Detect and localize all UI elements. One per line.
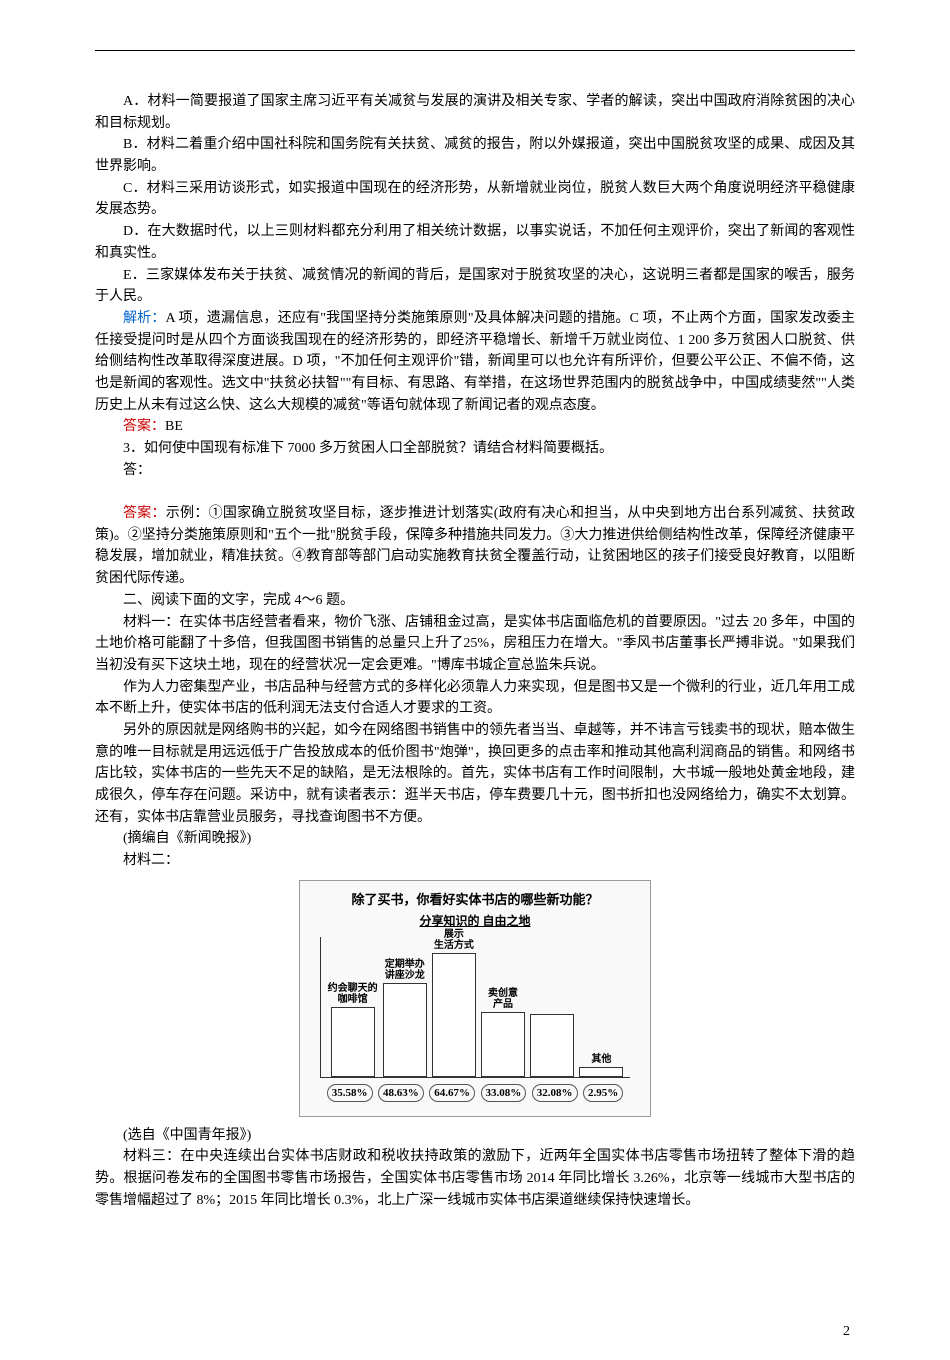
spacer-1 xyxy=(95,481,855,503)
bar-2 xyxy=(432,953,476,1077)
bar-percent-2: 64.67% xyxy=(429,1084,475,1102)
bar-percent-5: 2.95% xyxy=(583,1084,623,1102)
bars-row: 约会聊天的 咖啡馆定期举办 讲座沙龙展示 生活方式卖创意 产品其他 xyxy=(320,937,630,1078)
bar-label-3: 卖创意 产品 xyxy=(488,988,518,1010)
percent-row: 35.58% 48.63% 64.67% 33.08% 32.08% 2.95% xyxy=(320,1078,630,1108)
bar-percent-1: 48.63% xyxy=(378,1084,424,1102)
page-container: A．材料一简要报道了国家主席习近平有关减贫与发展的演讲及相关专家、学者的解读，突… xyxy=(0,0,950,1360)
option-b: B．材料二着重介绍中国社科院和国务院有关扶贫、减贫的报告，附以外媒报道，突出中国… xyxy=(95,134,855,177)
bar-wrap-5: 其他 xyxy=(579,1054,623,1077)
bar-percent-0: 35.58% xyxy=(327,1084,373,1102)
material-3-text: 在中央连续出台实体书店财政和税收扶持政策的激励下，近两年全国实体书店零售市场扭转… xyxy=(95,1149,855,1207)
chart-container: 除了买书，你看好实体书店的哪些新功能？ 分享知识的 自由之地 约会聊天的 咖啡馆… xyxy=(95,880,855,1117)
material-1-p2: 作为人力密集型产业，书店品种与经营方式的多样化必须靠人力来实现，但是图书又是一个… xyxy=(95,677,855,720)
option-d: D．在大数据时代，以上三则材料都充分利用了相关统计数据，以事实说话，不加任何主观… xyxy=(95,221,855,264)
answer-line: 答案：BE xyxy=(95,416,855,438)
page-number: 2 xyxy=(843,1324,850,1340)
bookstore-features-chart: 除了买书，你看好实体书店的哪些新功能？ 分享知识的 自由之地 约会聊天的 咖啡馆… xyxy=(299,880,651,1117)
bar-wrap-3: 卖创意 产品 xyxy=(481,988,525,1077)
bar-1 xyxy=(383,983,427,1077)
bar-wrap-0: 约会聊天的 咖啡馆 xyxy=(328,983,378,1077)
bar-3 xyxy=(481,1012,525,1077)
bar-5 xyxy=(579,1067,623,1077)
analysis-label: 解析： xyxy=(123,311,166,326)
bar-0 xyxy=(331,1007,375,1077)
answer-label: 答案： xyxy=(123,419,165,434)
bar-percent-4: 32.08% xyxy=(532,1084,578,1102)
material-1-p1: 材料一：在实体书店经营者看来，物价飞涨、店铺租金过高，是实体书店面临危机的首要原… xyxy=(95,612,855,677)
option-c: C．材料三采用访谈形式，如实报道中国现在的经济形势，从新增就业岗位，脱贫人数巨大… xyxy=(95,178,855,221)
material-3-paragraph: 材料三：在中央连续出台实体书店财政和税收扶持政策的激励下，近两年全国实体书店零售… xyxy=(95,1146,855,1211)
section-2-title: 二、阅读下面的文字，完成 4～6 题。 xyxy=(95,590,855,612)
analysis-text: A 项，遗漏信息，还应有"我国坚持分类施策原则"及具体解决问题的措施。C 项，不… xyxy=(95,311,855,413)
q3-answer-text: 示例：①国家确立脱贫攻坚目标，逐步推进计划落实(政府有决心和担当，从中央到地方出… xyxy=(95,506,855,586)
bar-label-5: 其他 xyxy=(591,1054,611,1065)
chart-subtitle: 分享知识的 自由之地 xyxy=(300,912,650,929)
bar-label-0: 约会聊天的 咖啡馆 xyxy=(328,983,378,1005)
bar-percent-3: 33.08% xyxy=(481,1084,527,1102)
option-e: E．三家媒体发布关于扶贫、减贫情况的新闻的背后，是国家对于脱贫攻坚的决心，这说明… xyxy=(95,265,855,308)
material-1-p3: 另外的原因就是网络购书的兴起，如今在网络图书销售中的领先者当当、卓越等，并不讳言… xyxy=(95,720,855,828)
material-1-source: (摘编自《新闻晚报》) xyxy=(95,828,855,850)
q3-answer-paragraph: 答案：示例：①国家确立脱贫攻坚目标，逐步推进计划落实(政府有决心和担当，从中央到… xyxy=(95,503,855,590)
material-3-label: 材料三： xyxy=(123,1149,180,1164)
bar-label-2: 展示 生活方式 xyxy=(434,929,474,951)
bar-label-1: 定期举办 讲座沙龙 xyxy=(385,959,425,981)
analysis-paragraph: 解析：A 项，遗漏信息，还应有"我国坚持分类施策原则"及具体解决问题的措施。C … xyxy=(95,308,855,416)
chart-title: 除了买书，你看好实体书店的哪些新功能？ xyxy=(300,881,650,912)
bar-4 xyxy=(530,1014,574,1077)
material-2-source: (选自《中国青年报》) xyxy=(95,1125,855,1147)
bar-wrap-4 xyxy=(530,1012,574,1077)
bar-wrap-1: 定期举办 讲座沙龙 xyxy=(383,959,427,1077)
material-1-label: 材料一： xyxy=(123,615,179,630)
question-3: 3．如何使中国现有标准下 7000 多万贫困人口全部脱贫？请结合材料简要概括。 xyxy=(95,438,855,460)
top-divider xyxy=(95,50,855,51)
chart-body: 约会聊天的 咖啡馆定期举办 讲座沙龙展示 生活方式卖创意 产品其他 35.58%… xyxy=(320,937,630,1108)
question-3-blank: 答： xyxy=(95,460,855,482)
q3-answer-label: 答案： xyxy=(123,506,166,521)
bar-wrap-2: 展示 生活方式 xyxy=(432,929,476,1077)
material-2-label: 材料二： xyxy=(95,850,855,872)
material-1-text-1: 在实体书店经营者看来，物价飞涨、店铺租金过高，是实体书店面临危机的首要原因。"过… xyxy=(95,615,855,673)
option-a: A．材料一简要报道了国家主席习近平有关减贫与发展的演讲及相关专家、学者的解读，突… xyxy=(95,91,855,134)
answer-text: BE xyxy=(165,419,183,434)
